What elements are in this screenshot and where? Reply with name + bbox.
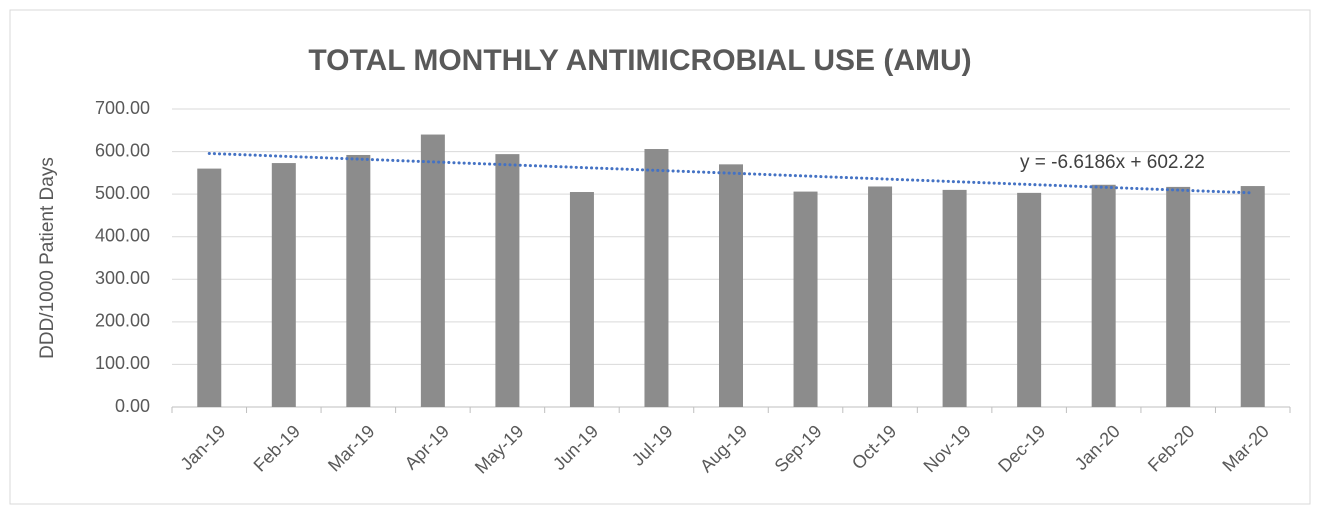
trendline-equation: y = -6.6186x + 602.22 bbox=[1020, 152, 1205, 173]
y-tick-label: 600.00 bbox=[95, 140, 150, 160]
bar bbox=[495, 154, 520, 407]
chart-title: TOTAL MONTHLY ANTIMICROBIAL USE (AMU) bbox=[308, 44, 971, 77]
y-tick-label: 500.00 bbox=[95, 183, 150, 203]
bar bbox=[942, 189, 967, 407]
bar bbox=[569, 192, 594, 407]
y-tick-label: 700.00 bbox=[95, 98, 150, 118]
trendline bbox=[207, 151, 1255, 195]
bar bbox=[793, 191, 818, 407]
bar bbox=[271, 163, 296, 407]
bar bbox=[1240, 186, 1265, 407]
bar bbox=[420, 134, 445, 408]
bar bbox=[719, 164, 743, 407]
bar bbox=[868, 186, 893, 407]
bar bbox=[197, 168, 222, 407]
y-axis-label: DDD/1000 Patient Days bbox=[37, 157, 58, 359]
y-tick-label: 400.00 bbox=[95, 225, 150, 245]
y-tick-label: 100.00 bbox=[95, 353, 150, 373]
y-tick-label: 0.00 bbox=[115, 396, 150, 416]
bar bbox=[644, 149, 669, 407]
bar bbox=[1017, 192, 1042, 407]
y-tick-label: 300.00 bbox=[95, 268, 150, 288]
bar bbox=[1091, 184, 1116, 407]
y-tick-label: 200.00 bbox=[95, 311, 150, 331]
bar bbox=[1166, 186, 1191, 407]
bar bbox=[346, 154, 371, 407]
